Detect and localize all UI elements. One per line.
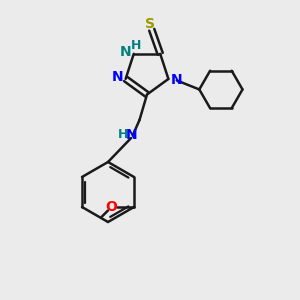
Text: N: N xyxy=(125,128,137,142)
Text: O: O xyxy=(106,200,117,214)
Text: H: H xyxy=(131,39,141,52)
Text: N: N xyxy=(171,74,183,88)
Text: S: S xyxy=(145,17,155,31)
Text: N: N xyxy=(111,70,123,85)
Text: H: H xyxy=(118,128,128,142)
Text: N: N xyxy=(120,45,131,59)
